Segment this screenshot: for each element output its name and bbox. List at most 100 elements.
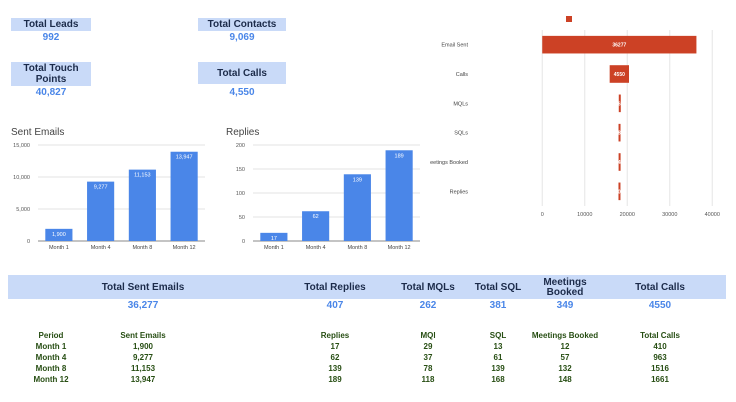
funnel-bar-value-label: 381 [615,131,624,137]
total-contacts-value: 9,069 [229,32,255,43]
funnel-category-label: Replies [450,189,469,195]
table-header-cell: Replies [320,331,350,340]
funnel-category-label: Calls [456,72,468,78]
bar-value-label: 17 [271,236,277,242]
x-category-label: Month 8 [347,245,367,251]
table-header-cell: MQl [420,331,436,340]
summary-value: 349 [556,300,574,311]
bar-value-label: 13,947 [176,155,193,161]
bar [260,232,288,241]
table-cell: 17 [330,342,340,351]
x-category-label: Month 12 [173,245,196,251]
sent-emails-chart: 1,900 9,277 11,153 13,947 Month 1 Month 4 Mon… [13,143,205,251]
x-category-label: Month 4 [306,245,326,251]
summary-value: 262 [419,300,437,311]
table-cell: 1661 [651,375,669,384]
funnel-bar [618,94,621,113]
table-cell: 13,947 [130,375,156,384]
funnel-category-label: SQLs [454,131,468,137]
table-header-cell: Meetings Booked [531,331,599,340]
table-header-cell: Period [38,331,64,340]
funnel-bar-value-label: 407 [615,189,624,195]
y-tick-label: 15,000 [13,143,30,149]
x-tick-label: 30000 [662,212,677,218]
summary-value: 36,277 [127,300,159,311]
table-cell: Month 1 [35,342,67,351]
summary-header: Total Calls [635,282,685,293]
table-header-cell: Sent Emails [120,331,166,340]
table-cell: 1516 [651,364,669,373]
bar-value-label: 9,277 [94,185,108,191]
y-tick-label: 5,000 [16,207,30,213]
table-cell: Month 12 [33,375,69,384]
bar-value-label: 1,900 [52,232,66,238]
funnel-bar [542,35,697,54]
x-tick-label: 10000 [577,212,592,218]
x-category-label: Month 4 [91,245,111,251]
funnel-chart: 36277 4550 262 381 349 407 Email Sent Calls MQL… [430,16,720,218]
funnel-bar [618,182,621,201]
replies-chart-title: Replies [226,127,260,138]
funnel-bar-value-label: 349 [615,160,624,166]
table-cell: 132 [558,364,572,373]
summary-header: Total SQL [474,282,522,293]
y-tick-label: 50 [239,215,245,221]
total-leads-label: Total Leads [11,18,91,31]
y-tick-label: 0 [27,239,30,245]
x-category-label: Month 12 [388,245,411,251]
table-cell: 13 [493,342,503,351]
total-calls-label: Total Calls [198,62,286,84]
funnel-bar-value-label: 4550 [614,72,625,78]
x-tick-label: 40000 [705,212,720,218]
table-cell: 118 [421,375,435,384]
table-cell: 29 [423,342,433,351]
funnel-bar-value-label: 262 [615,101,624,107]
table-cell: 37 [423,353,433,362]
table-cell: 139 [328,364,342,373]
table-cell: 62 [330,353,340,362]
summary-value: 407 [326,300,344,311]
summary-value: 381 [489,300,507,311]
summary-header-band [8,275,726,299]
bar [128,169,156,241]
funnel-category-label: MQLs [453,101,468,107]
summary-header: Total Replies [304,282,366,293]
funnel-bar [618,123,621,142]
total-calls-value: 4,550 [229,87,255,98]
bar [45,228,73,241]
total-touch-points-label: Total Touch Points [11,62,91,86]
summary-header: Total Sent Emails [101,282,185,293]
table-cell: 963 [653,353,667,362]
bar [87,181,115,241]
x-tick-label: 0 [541,212,544,218]
funnel-category-label: Email Sent [441,43,468,49]
table-cell: 168 [491,375,505,384]
table-cell: 78 [423,364,433,373]
total-contacts-label: Total Contacts [198,18,286,31]
funnel-category-label: eetings Booked [430,160,468,166]
funnel-bar [618,153,621,171]
table-cell: 11,153 [130,364,156,373]
summary-header: Total MQLs [401,282,455,293]
y-tick-label: 10,000 [13,175,30,181]
table-cell: 1,900 [132,342,154,351]
summary-value: 4550 [648,300,672,311]
replies-chart: 17 62 139 189 Month 1 Month 4 Month 8 Month 12… [236,143,420,251]
table-cell: Month 8 [35,364,67,373]
bar-value-label: 11,153 [134,173,150,179]
table-header-cell: Total Calls [640,331,680,340]
y-tick-label: 100 [236,191,245,197]
table-cell: 9,277 [132,353,154,362]
total-leads-value: 992 [42,32,60,43]
bar [170,151,198,241]
funnel-legend-swatch [566,16,572,22]
x-category-label: Month 8 [132,245,152,251]
funnel-bar [609,65,630,83]
table-cell: 57 [560,353,570,362]
table-cell: 61 [493,353,503,362]
bar-value-label: 139 [353,177,362,183]
y-tick-label: 200 [236,143,245,149]
table-cell: 139 [491,364,505,373]
total-touch-points-value: 40,827 [35,87,67,98]
y-tick-label: 150 [236,167,245,173]
